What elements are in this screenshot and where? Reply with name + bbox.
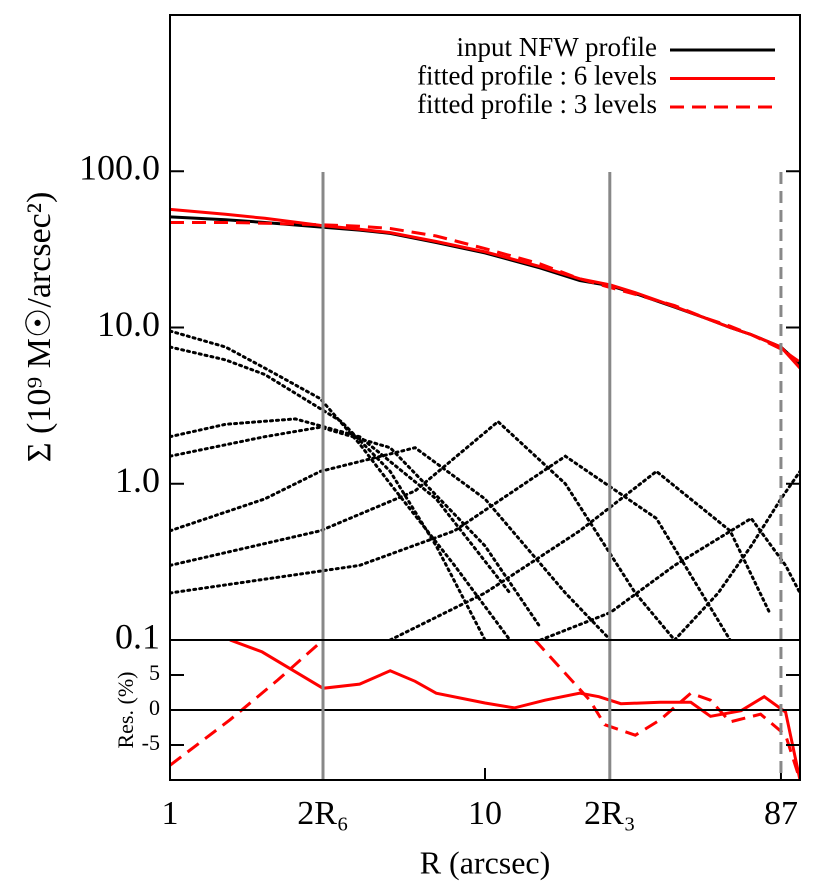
y-tick-label: 5 bbox=[149, 660, 160, 685]
plot-area bbox=[170, 207, 800, 640]
legend-label: input NFW profile bbox=[457, 32, 657, 62]
component-line bbox=[170, 454, 732, 640]
component-line bbox=[388, 469, 771, 640]
component-line bbox=[170, 417, 512, 595]
legend-label: fitted profile : 3 levels bbox=[417, 89, 657, 119]
x-tick-label: 87 bbox=[764, 795, 798, 832]
legend-label: fitted profile : 6 levels bbox=[417, 61, 657, 91]
residual-axis-label: Res. (%) bbox=[113, 672, 138, 749]
data-line bbox=[170, 221, 800, 364]
plot-area bbox=[170, 640, 800, 780]
component-line bbox=[673, 469, 800, 640]
component-line bbox=[170, 419, 677, 640]
y-axis-label: Σ (10⁹ M☉/arcsec²) bbox=[21, 192, 58, 463]
component-line bbox=[170, 446, 612, 640]
y-tick-label: 0.1 bbox=[115, 616, 160, 656]
component-line bbox=[539, 516, 800, 640]
data-line bbox=[170, 640, 800, 780]
data-line bbox=[229, 640, 800, 780]
x-tick-label: 2R₆ bbox=[297, 795, 349, 832]
y-tick-label: 100.0 bbox=[79, 148, 160, 188]
data-line bbox=[170, 215, 800, 366]
axes-frame bbox=[169, 639, 801, 781]
x-tick-label: 1 bbox=[162, 795, 179, 832]
x-tick-label: 10 bbox=[468, 795, 502, 832]
x-axis-label: R (arcsec) bbox=[420, 844, 551, 880]
y-tick-label: 10.0 bbox=[97, 304, 160, 344]
y-tick-label: 0 bbox=[149, 695, 160, 720]
x-tick-label: 2R₃ bbox=[584, 795, 636, 832]
y-tick-label: 1.0 bbox=[115, 460, 160, 500]
component-line bbox=[170, 345, 487, 640]
component-line bbox=[170, 425, 542, 630]
component-line bbox=[170, 329, 512, 640]
data-line bbox=[170, 207, 800, 370]
y-tick-label: -5 bbox=[142, 730, 160, 755]
